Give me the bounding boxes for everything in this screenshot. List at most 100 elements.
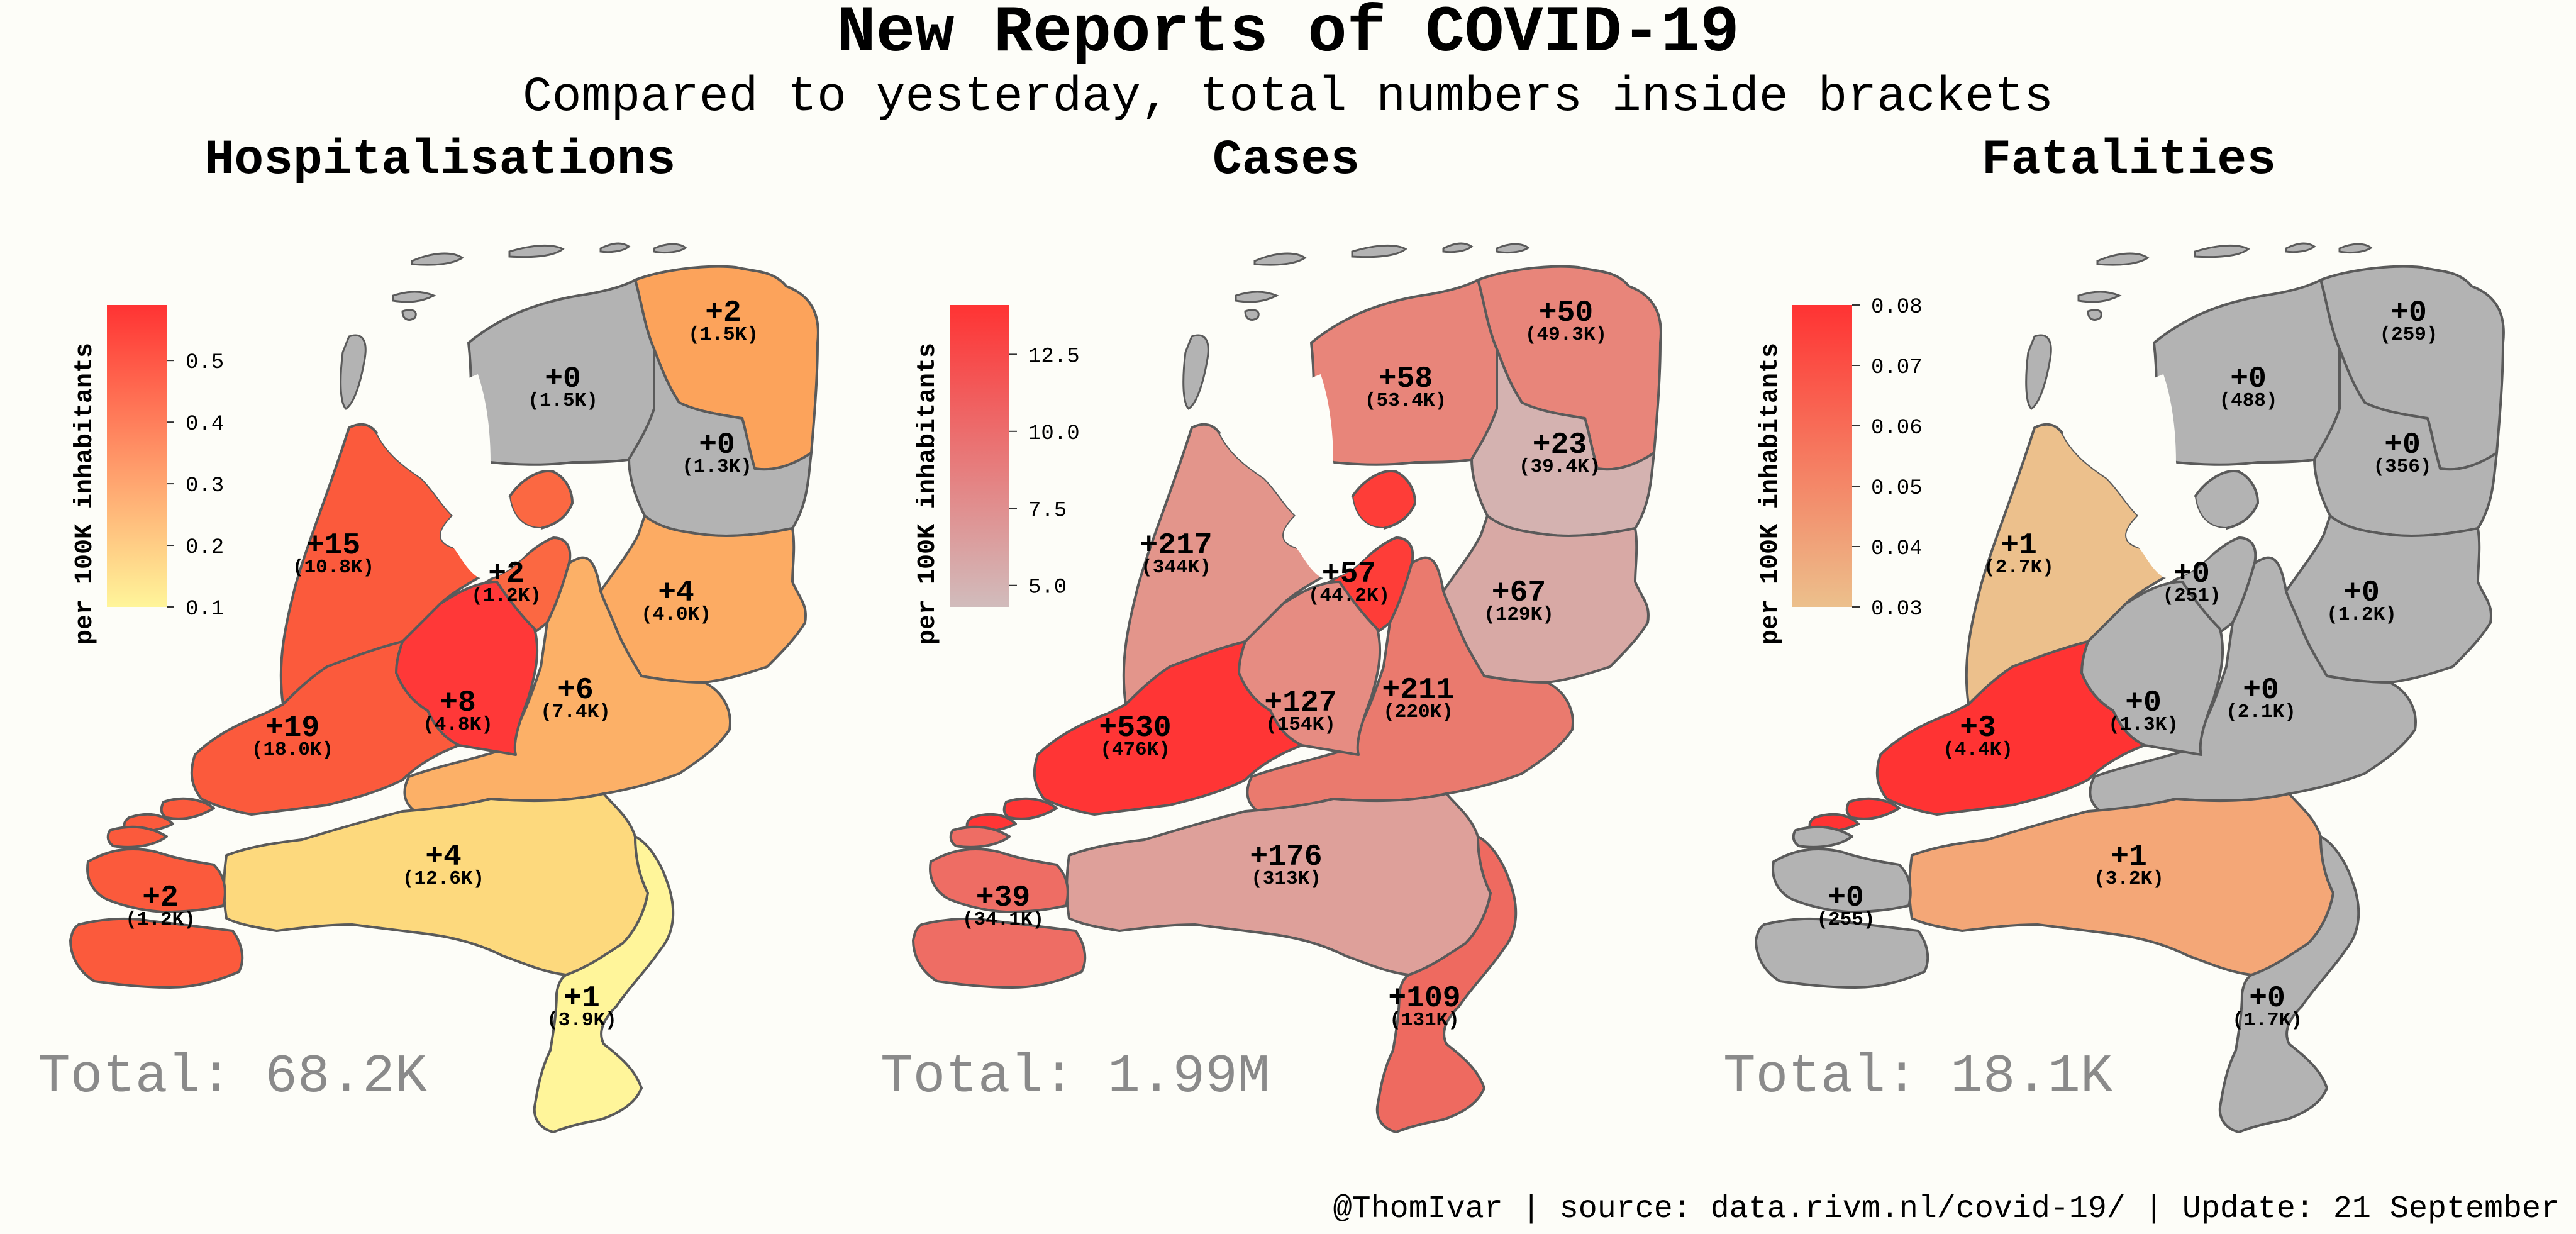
region-label-gelderland: +0 [2243,674,2279,708]
region-label-drenthe: +23 [1533,428,1587,462]
region-total-overijssel: (4.0K) [641,604,711,626]
region-total-overijssel: (129K) [1484,604,1554,626]
region-drenthe [2313,348,2498,537]
island [1253,252,1307,266]
colorbar-tick-label: 0.08 [1871,296,1923,320]
region-total-gelderland: (7.4K) [540,701,611,723]
region-total-gelderland: (220K) [1383,701,1453,723]
region-label-noord-holland: +15 [306,529,360,563]
region-total-noord-holland: (2.7K) [1984,557,2054,579]
region-gelderland [1246,556,1574,813]
region-total-flevoland: (251) [2162,585,2221,607]
island [508,244,565,258]
region-label-overijssel: +0 [2343,576,2380,610]
region-total-flevoland: (1.2K) [471,585,541,607]
region-gelderland [2089,556,2417,813]
region-flevoland [1351,470,1416,530]
region-zuid-holland [1002,797,1058,820]
figure-subtitle: Compared to yesterday, total numbers ins… [523,70,2053,125]
region-zeeland [69,917,244,989]
island [1182,334,1209,410]
colorbar-tick-label: 0.4 [186,413,224,436]
colorbar-tick-label: 0.04 [1871,537,1923,561]
colorbar-tick-label: 7.5 [1028,499,1067,523]
panel-total: Total: 1.99M [880,1046,1270,1108]
region-total-groningen: (259) [2379,324,2438,346]
region-label-overijssel: +67 [1492,576,1546,610]
region-label-groningen: +2 [705,296,741,330]
island [1496,243,1530,254]
region-label-groningen: +50 [1539,296,1593,330]
region-label-utrecht: +0 [2125,686,2162,720]
region-total-limburg: (131K) [1389,1009,1460,1031]
island [2096,252,2150,266]
panel-cases: Cases+50(49.3K)+58(53.4K)+23(39.4K)+217(… [880,133,1662,1133]
island [1351,244,1407,258]
region-label-zeeland: +39 [976,881,1030,915]
region-zeeland [86,848,226,913]
region-label-zuid-holland: +3 [1960,711,1996,745]
panel-hospitalisations: Hospitalisations+2(1.5K)+0(1.5K)+0(1.3K)… [38,133,819,1133]
region-label-limburg: +109 [1388,982,1460,1016]
region-label-gelderland: +211 [1382,674,1454,708]
region-zuid-holland [190,640,460,816]
region-total-noord-holland: (344K) [1141,557,1211,579]
region-total-gelderland: (2.1K) [2226,701,2296,723]
island [599,242,631,253]
region-total-zuid-holland: (4.4K) [1943,739,2013,761]
region-total-zeeland: (1.2K) [125,909,196,931]
colorbar-title: per 100K inhabitants [1757,343,1785,645]
region-total-drenthe: (39.4K) [1519,456,1601,478]
colorbar-tick-label: 0.05 [1871,477,1923,501]
island [1244,309,1260,321]
region-total-utrecht: (154K) [1265,714,1336,736]
region-drenthe [1470,348,1655,537]
region-label-zuid-holland: +19 [265,711,319,745]
region-total-utrecht: (4.8K) [423,714,493,736]
panel-total: Total: 68.2K [38,1046,428,1108]
region-flevoland [2194,470,2259,530]
island [2194,244,2250,258]
region-label-groningen: +0 [2390,296,2427,330]
region-label-zuid-holland: +530 [1099,711,1171,745]
region-total-overijssel: (1.2K) [2326,604,2397,626]
island [2338,243,2373,254]
region-total-drenthe: (356) [2373,456,2431,478]
region-total-groningen: (49.3K) [1525,324,1607,346]
map [912,242,1662,1133]
colorbar [1792,305,1852,607]
region-label-noord-brabant: +1 [2111,840,2147,874]
region-limburg [533,835,675,1133]
region-zuid-holland [1033,640,1303,816]
region-zeeland [912,917,1087,989]
region-total-drenthe: (1.3K) [682,456,752,478]
region-total-friesland: (1.5K) [528,390,598,412]
island [340,334,367,410]
colorbar-tick-label: 0.2 [186,536,224,560]
region-label-drenthe: +0 [699,428,735,462]
region-limburg [2218,835,2360,1133]
colorbar-tick-label: 0.03 [1871,598,1923,621]
island [2025,334,2052,410]
region-total-friesland: (53.4K) [1365,390,1446,412]
region-total-zeeland: (34.1K) [962,909,1044,931]
region-zeeland [949,825,1011,848]
region-label-gelderland: +6 [557,674,594,708]
region-flevoland [508,470,574,530]
region-label-zeeland: +2 [142,881,179,915]
region-total-noord-brabant: (3.2K) [2094,868,2164,890]
region-total-flevoland: (44.2K) [1308,585,1390,607]
island [2077,291,2122,303]
region-label-overijssel: +4 [658,576,694,610]
region-total-noord-holland: (10.8K) [292,557,374,579]
island [1442,242,1474,253]
colorbar-tick-label: 0.3 [186,474,224,498]
region-label-noord-brabant: +4 [425,840,462,874]
region-label-flevoland: +57 [1322,557,1376,591]
region-total-zuid-holland: (476K) [1100,739,1170,761]
region-total-utrecht: (1.3K) [2108,714,2179,736]
colorbar-tick-label: 0.07 [1871,356,1923,380]
region-limburg [1375,835,1518,1133]
region-label-utrecht: +127 [1264,686,1336,720]
region-label-drenthe: +0 [2384,428,2421,462]
